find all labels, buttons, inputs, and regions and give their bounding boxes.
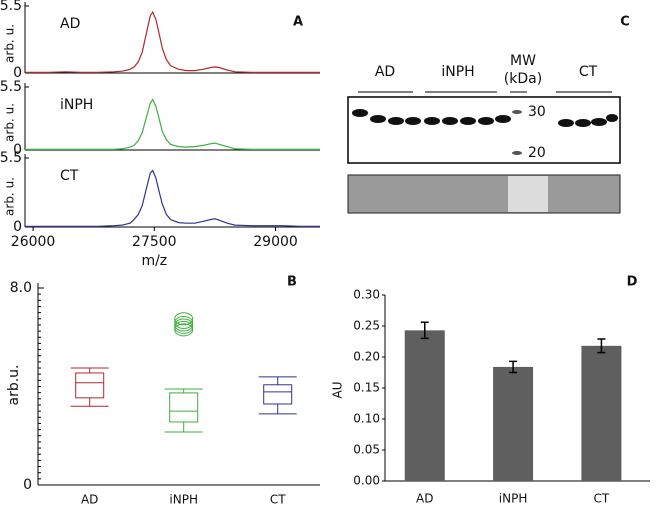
mw-label: MW xyxy=(510,53,536,69)
y-tick-label: 0 xyxy=(13,65,22,81)
marker-label: 30 xyxy=(528,104,546,120)
y-axis-label: arb. u. xyxy=(3,24,17,63)
x-axis-label: m/z xyxy=(141,253,167,269)
y-tick-label: 5.5 xyxy=(0,0,22,14)
spectrum-line xyxy=(25,10,320,73)
x-tick-label: CT xyxy=(594,492,610,506)
panel-letter: B xyxy=(287,275,297,290)
y-tick-label: 0.20 xyxy=(353,350,380,364)
box xyxy=(169,392,199,423)
y-tick-label: 0 xyxy=(13,142,22,158)
x-tick-label: iNPH xyxy=(499,492,528,506)
outlier xyxy=(174,323,194,337)
error-bar xyxy=(597,338,606,354)
panel-letter: A xyxy=(293,15,303,30)
box xyxy=(75,372,105,399)
y-axis-label: arb.u. xyxy=(6,365,22,406)
bar xyxy=(581,345,622,481)
x-tick-label: 26000 xyxy=(11,234,56,250)
group-label: AD xyxy=(375,64,395,80)
panel-letter: C xyxy=(620,15,630,30)
series-label: iNPH xyxy=(60,97,93,113)
outlier xyxy=(174,320,194,334)
mw-label: (kDa) xyxy=(504,71,542,87)
blot-bands xyxy=(352,109,618,155)
group-label: CT xyxy=(579,64,598,80)
y-tick-label: 8.0 xyxy=(10,280,32,296)
loading-gap xyxy=(508,176,548,212)
spectrum-line xyxy=(25,169,320,227)
y-tick-label: 0 xyxy=(13,219,22,235)
x-tick-label: AD xyxy=(416,492,433,506)
y-axis-label: arb. u. xyxy=(3,103,17,142)
y-tick-label: 0.30 xyxy=(353,288,380,302)
x-tick-label: AD xyxy=(81,493,98,507)
x-tick-label: iNPH xyxy=(169,493,198,507)
error-bar xyxy=(509,360,518,374)
blot: C AD iNPH CT MW (kDa) 30 20 xyxy=(347,15,630,214)
bar xyxy=(493,366,534,481)
x-tick-label: CT xyxy=(270,493,286,507)
y-tick-label: 0.05 xyxy=(353,443,380,457)
y-axis-label: AU xyxy=(331,382,345,399)
y-tick-label: 5.5 xyxy=(0,150,22,166)
x-tick-label: 29000 xyxy=(253,234,298,250)
box xyxy=(263,384,293,405)
y-axis-label: arb. u. xyxy=(3,177,17,216)
series-label: CT xyxy=(60,168,79,184)
y-tick-label: 0 xyxy=(23,477,32,493)
error-bar xyxy=(420,321,429,340)
outlier xyxy=(174,312,194,326)
y-tick-label: 0.00 xyxy=(353,474,380,488)
y-tick-label: 0.15 xyxy=(353,381,380,395)
series-label: AD xyxy=(60,16,80,32)
y-tick-label: 0.25 xyxy=(353,319,380,333)
marker-label: 20 xyxy=(528,145,546,161)
group-label: iNPH xyxy=(441,64,474,80)
panel-letter: D xyxy=(627,275,638,290)
y-tick-label: 0.10 xyxy=(353,412,380,426)
spectrum-line xyxy=(25,98,320,150)
outlier xyxy=(174,315,194,329)
outlier xyxy=(174,318,194,332)
loading-strip xyxy=(347,174,621,214)
x-tick-label: 27500 xyxy=(132,234,177,250)
y-tick-label: 5.5 xyxy=(0,79,22,95)
bar xyxy=(404,330,445,481)
blot-frame xyxy=(347,96,621,164)
